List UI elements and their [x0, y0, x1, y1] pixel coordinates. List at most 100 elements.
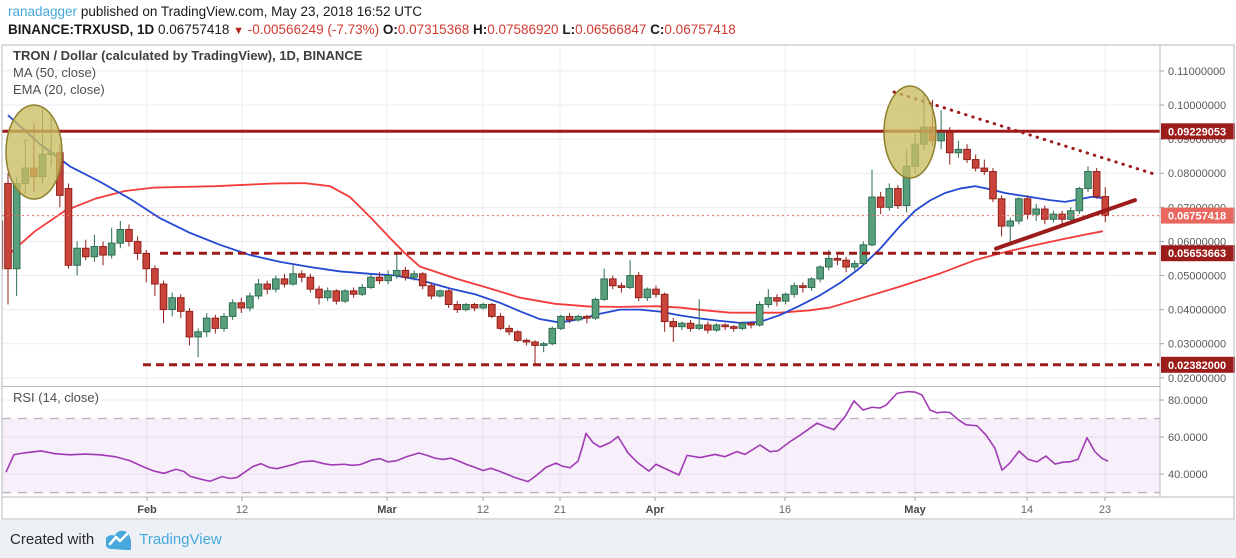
candle: [237, 297, 246, 314]
candle-body: [142, 252, 151, 270]
price-badge-label: 0.02382000: [1168, 360, 1226, 372]
candle: [565, 313, 574, 324]
candle-body: [574, 315, 583, 321]
candle-body: [773, 297, 781, 302]
price-pane: [2, 45, 1160, 386]
candle-body: [686, 322, 695, 329]
candle: [634, 272, 643, 302]
candle: [522, 338, 531, 346]
candle: [583, 314, 591, 324]
candle-body: [99, 246, 107, 256]
rsi-tick-label: 60.0000: [1168, 432, 1208, 444]
candle-body: [609, 278, 617, 287]
candle: [332, 289, 341, 305]
candle-body: [660, 293, 669, 323]
candle-body: [289, 273, 297, 285]
candle-body: [202, 317, 211, 333]
price-badge-label: 0.05653663: [1168, 248, 1226, 260]
candle-body: [90, 246, 99, 258]
candle: [773, 294, 781, 307]
candle-body: [64, 188, 73, 266]
candle: [686, 319, 695, 332]
candle: [142, 249, 151, 283]
high-value: 0.07586920: [487, 22, 559, 37]
candle-body: [4, 182, 12, 270]
candle: [177, 294, 185, 319]
candle-body: [462, 304, 470, 311]
candles: [2, 94, 1110, 365]
time-tick-label: 21: [554, 504, 566, 516]
ascending-solid-trendline: [994, 198, 1137, 251]
tradingview-brand-link[interactable]: TradingView: [139, 530, 222, 548]
candle: [116, 220, 125, 249]
candle-body: [626, 275, 634, 288]
chart-canvas[interactable]: 0.110000000.100000000.090000000.08000000…: [0, 0, 1236, 520]
candle: [885, 183, 894, 211]
candle: [358, 284, 367, 296]
ema20-line: [7, 114, 1104, 324]
candle: [548, 326, 557, 346]
candle-body: [548, 327, 557, 345]
candle: [660, 292, 669, 332]
candle-body: [479, 304, 487, 309]
candle-body: [436, 290, 444, 297]
price-badge-bg: [1161, 245, 1235, 262]
candle-body: [790, 285, 799, 295]
username-link[interactable]: ranadagger: [8, 4, 78, 19]
price-badge: 0.05653663: [1161, 245, 1235, 262]
candle-body: [401, 269, 410, 278]
candle: [816, 265, 824, 283]
candle-body: [669, 321, 678, 328]
candle-body: [721, 324, 729, 328]
change-value: -0.00566249 (-7.73%): [247, 22, 380, 37]
outer-border: [1, 44, 1235, 520]
candle-body: [367, 276, 375, 288]
price-badge-bg: [1161, 356, 1235, 373]
open-label: O:: [382, 22, 398, 37]
candle: [609, 275, 617, 290]
candle-body: [963, 148, 971, 161]
candle: [833, 255, 842, 266]
candle-body: [583, 315, 591, 319]
price-plot: [2, 85, 1160, 367]
rsi-line: [5, 390, 1109, 483]
time-tick-label: 14: [1021, 504, 1033, 516]
candle-body: [799, 285, 807, 288]
candle-body: [591, 298, 600, 319]
candle-body: [194, 331, 202, 338]
candle-body: [833, 257, 842, 261]
candle: [747, 321, 755, 329]
candle: [513, 330, 522, 343]
candle: [1092, 168, 1101, 199]
candle-body: [211, 317, 220, 329]
candle: [963, 144, 971, 163]
time-tick-label: Feb: [137, 504, 157, 516]
price-tick-label: 0.02000000: [1168, 373, 1226, 385]
candle-body: [643, 288, 652, 299]
rsi-pane: [2, 388, 1160, 497]
created-with-text: Created with: [10, 530, 95, 548]
candle-body: [600, 278, 608, 300]
candle-body: [81, 247, 90, 258]
price-tick-label: 0.10000000: [1168, 100, 1226, 112]
candle-body: [876, 196, 885, 208]
candle-body: [695, 324, 704, 329]
candle: [220, 313, 228, 332]
candle: [764, 289, 773, 308]
candle-body: [384, 275, 392, 282]
candle: [315, 285, 323, 305]
tradingview-logo-icon[interactable]: [106, 529, 132, 550]
candle-body: [980, 167, 989, 173]
candle: [799, 282, 807, 293]
candle-body: [306, 276, 315, 290]
candle: [842, 256, 850, 273]
candle-body: [747, 322, 755, 326]
candle: [980, 159, 989, 175]
candle: [1075, 186, 1084, 215]
candle: [107, 227, 116, 259]
chart-frame: [1, 44, 1235, 520]
candle: [168, 292, 176, 317]
candle-body: [764, 297, 773, 306]
candle: [462, 302, 470, 312]
